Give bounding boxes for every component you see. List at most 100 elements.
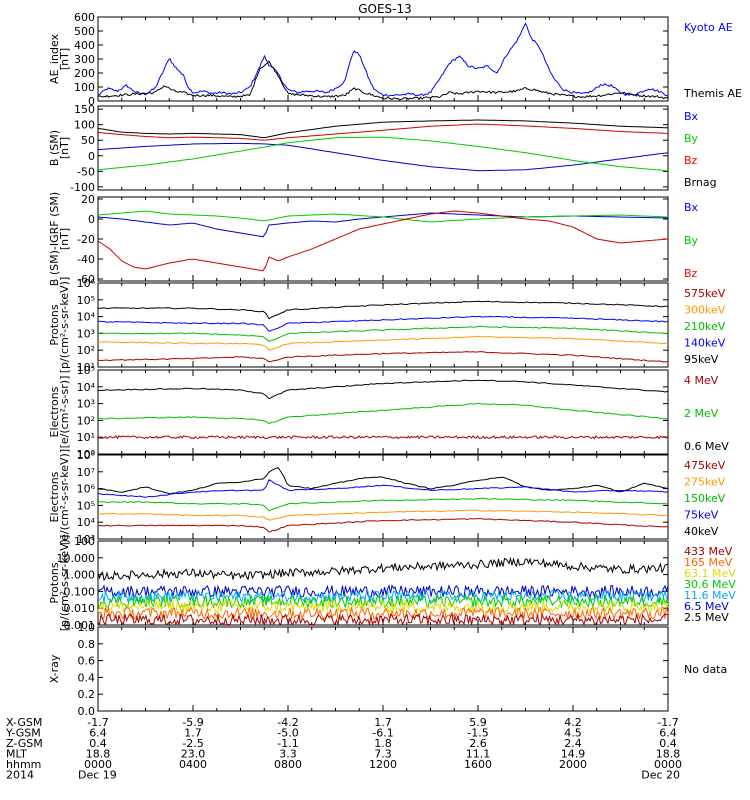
legend-entry: 30.6 MeV: [684, 578, 736, 591]
panel-frame: [97, 369, 669, 455]
panel-electrons2: 10³ 10⁴ 10⁵ 10⁶ 10⁷ 10⁸ Electrons[e/(cm²-s-sr-…: [48, 449, 726, 546]
panel-frame: [97, 16, 669, 102]
series-line: [97, 315, 669, 332]
legend-entry: 210keV: [684, 320, 726, 333]
orbit-cell: 5.9: [469, 716, 487, 729]
y-tick-label: 10¹: [77, 431, 95, 444]
legend-entry: By: [684, 132, 699, 145]
y-tick-label: 600: [74, 11, 95, 24]
y-tick-label: -60: [77, 273, 95, 286]
y-tick-label: 10⁴: [77, 381, 96, 394]
series-line: [97, 379, 669, 400]
series-line: [97, 497, 669, 512]
y-tick-label: 0.010: [64, 602, 96, 615]
series-line: [97, 60, 669, 101]
series-line: [97, 136, 669, 172]
legend-entry: Bx: [684, 110, 699, 123]
orbit-cell: 0000: [654, 758, 682, 771]
series-line: [97, 210, 669, 223]
legend-entry: Brnag: [684, 176, 717, 189]
y-axis-label: Electrons: [48, 386, 61, 437]
orbit-cell: -1.7: [657, 716, 678, 729]
y-axis-label: [p/(cm²-s-sr-keV)]: [58, 535, 71, 632]
figure-title: GOES-13: [358, 2, 412, 16]
panel-bsm: -100 -50 0 50 100 150 B (SM)[nT] Bx By Bz Brnag: [48, 103, 717, 194]
y-axis-label: [nT]: [58, 48, 71, 70]
y-tick-label: 10²: [77, 344, 95, 357]
legend-entry: No data: [684, 663, 727, 676]
y-tick-label: 300: [74, 53, 95, 66]
legend-entry: 63.1 MeV: [684, 567, 736, 580]
series-line: [97, 606, 669, 621]
y-tick-label: 20: [81, 193, 95, 206]
y-axis-label: [nT]: [58, 137, 71, 159]
y-axis-label: [e/(cm²-s-sr)]: [58, 376, 71, 449]
legend-entry: 300keV: [684, 304, 726, 317]
y-tick-label: 400: [74, 39, 95, 52]
panel-frame: [97, 196, 669, 282]
series-line: [97, 210, 669, 272]
orbit-row-label: Z-GSM: [6, 737, 43, 750]
y-tick-label: 200: [74, 67, 95, 80]
orbit-cell: Dec 20: [641, 769, 680, 782]
orbit-cell: -1.7: [87, 716, 108, 729]
legend-entry: 11.6 MeV: [684, 589, 736, 602]
legend-entry: 40keV: [684, 525, 719, 538]
y-tick-label: 1.000: [64, 569, 96, 582]
y-tick-label: 10²: [77, 414, 95, 427]
orbit-cell: -1.1: [277, 737, 298, 750]
legend-entry: Kyoto AE: [684, 21, 733, 34]
orbit-cell: 4.2: [564, 716, 582, 729]
y-axis-label: Electrons: [48, 471, 61, 522]
y-tick-label: 10⁵: [77, 294, 95, 307]
legend-entry: 575keV: [684, 287, 726, 300]
orbit-cell: -4.2: [277, 716, 298, 729]
series-line: [97, 402, 669, 425]
panel-frame: [97, 282, 669, 368]
legend-entry: Bz: [684, 267, 698, 280]
y-tick-label: 0.0: [78, 705, 96, 718]
y-tick-label: 0.100: [64, 585, 96, 598]
legend-entry: 75keV: [684, 509, 719, 522]
series-line: [97, 583, 669, 599]
legend-entry: 140keV: [684, 337, 726, 350]
y-tick-label: 0.8: [78, 638, 96, 651]
legend-entry: 150keV: [684, 492, 726, 505]
legend-entry: 0.6 MeV: [684, 440, 729, 453]
series-line: [97, 466, 669, 495]
y-tick-label: 10³: [77, 398, 95, 411]
series-line: [97, 22, 669, 97]
orbit-cell: 1.7: [374, 716, 392, 729]
orbit-cell: 0800: [274, 758, 302, 771]
y-tick-label: 0: [88, 95, 95, 108]
y-axis-label: Protons: [48, 304, 61, 345]
y-axis-label: B (SM)-IGRF (SM): [48, 192, 61, 286]
panel-protons2: 0.001 0.010 0.100 1.000 10.000 100 Protons[p/(…: [48, 535, 736, 632]
y-tick-label: 0: [88, 213, 95, 226]
series-line: [97, 612, 669, 627]
orbit-cell: 18.8: [86, 748, 111, 761]
orbit-cell: 0000: [84, 758, 112, 771]
series-line: [97, 593, 669, 610]
series-line: [97, 479, 669, 498]
y-tick-label: 50: [81, 134, 95, 147]
y-tick-label: 100: [74, 535, 95, 548]
legend-entry: 6.5 MeV: [684, 600, 729, 613]
orbit-row-label: 2014: [6, 769, 34, 782]
orbit-table: X-GSMY-GSMZ-GSMMLThhmm2014-1.76.40.418.8…: [5, 716, 682, 782]
orbit-row-label: Y-GSM: [5, 727, 41, 740]
y-tick-label: 0.001: [64, 619, 96, 632]
orbit-cell: 1.7: [184, 727, 202, 740]
y-tick-label: 100: [74, 119, 95, 132]
orbit-cell: 0400: [179, 758, 207, 771]
orbit-cell: 14.9: [561, 748, 586, 761]
series-line: [97, 142, 669, 172]
series-line: [97, 119, 669, 139]
y-tick-label: 10¹: [77, 361, 95, 374]
legend-entry: 95keV: [684, 353, 719, 366]
y-tick-label: 10⁴: [77, 516, 96, 529]
y-axis-label: [nT]: [58, 228, 71, 250]
series-line: [97, 435, 669, 440]
series-line: [97, 599, 669, 615]
